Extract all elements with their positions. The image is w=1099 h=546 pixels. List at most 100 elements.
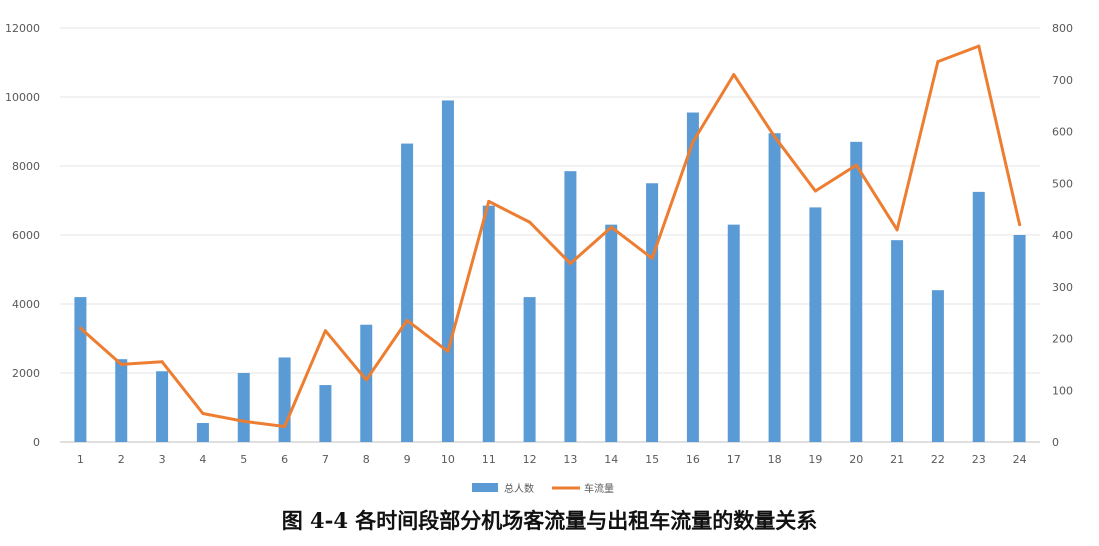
line-point — [323, 329, 327, 333]
y-right-tick-label: 300 — [1052, 281, 1073, 294]
x-tick-label: 22 — [931, 453, 945, 466]
bar — [401, 143, 414, 442]
bar — [727, 224, 740, 442]
x-tick-label: 20 — [849, 453, 863, 466]
line-point — [609, 225, 613, 229]
line-point — [1018, 223, 1022, 227]
y-right-tick-label: 700 — [1052, 74, 1073, 87]
y-left-tick-label: 6000 — [12, 229, 40, 242]
bar — [646, 183, 659, 442]
x-tick-label: 7 — [322, 453, 329, 466]
x-tick-label: 18 — [768, 453, 782, 466]
bar — [564, 171, 577, 443]
bar — [115, 359, 128, 442]
x-tick-label: 6 — [281, 453, 288, 466]
legend-label-bar: 总人数 — [504, 482, 534, 495]
y-right-tick-label: 500 — [1052, 177, 1073, 190]
line-point — [242, 419, 246, 423]
bar — [686, 112, 699, 443]
line-point — [446, 349, 450, 353]
bar — [237, 373, 250, 442]
x-tick-label: 21 — [890, 453, 904, 466]
bar — [809, 207, 822, 442]
y-right-tick-label: 600 — [1052, 126, 1073, 139]
x-tick-label: 15 — [645, 453, 659, 466]
line-point — [895, 228, 899, 232]
chart-svg: 0 2000 4000 6000 8000 10000 12000 0 100 200 300 400… — [5, 22, 1073, 495]
y-left-tick-label: 4000 — [12, 298, 40, 311]
bar — [891, 240, 904, 442]
line-point — [201, 412, 205, 416]
x-tick-label: 14 — [604, 453, 618, 466]
line-point — [364, 378, 368, 382]
bar — [319, 385, 332, 442]
line-point — [650, 256, 654, 260]
line-point — [568, 261, 572, 265]
x-tick-label: 9 — [404, 453, 411, 466]
bar — [523, 297, 536, 442]
gridlines — [60, 27, 1040, 443]
line-point — [773, 135, 777, 139]
y-right-tick-label: 100 — [1052, 384, 1073, 397]
x-tick-label: 11 — [482, 453, 496, 466]
bar-series — [74, 100, 1026, 443]
x-tick-label: 1 — [77, 453, 84, 466]
x-tick-label: 2 — [118, 453, 125, 466]
bar — [605, 224, 618, 442]
legend-label-line: 车流量 — [584, 482, 614, 495]
line-point — [528, 220, 532, 224]
line-point — [977, 44, 981, 48]
bar — [482, 205, 495, 442]
y-right-tick-label: 800 — [1052, 22, 1073, 35]
figure-caption: 图 4-4 各时间段部分机场客流量与出租车流量的数量关系 — [281, 508, 818, 533]
line-point — [691, 140, 695, 144]
x-tick-label: 4 — [199, 453, 206, 466]
bar — [278, 357, 291, 442]
y-right-tick-label: 400 — [1052, 229, 1073, 242]
bar — [931, 290, 944, 442]
y-left-tick-label: 12000 — [5, 22, 40, 35]
bar — [768, 133, 781, 442]
bar — [850, 141, 863, 442]
bar — [1013, 235, 1026, 442]
axes: 0 2000 4000 6000 8000 10000 12000 0 100 200 300 400… — [5, 22, 1073, 466]
x-tick-label: 12 — [523, 453, 537, 466]
x-tick-label: 5 — [240, 453, 247, 466]
x-tick-label: 10 — [441, 453, 455, 466]
x-tick-label: 19 — [808, 453, 822, 466]
y-right-tick-label: 200 — [1052, 333, 1073, 346]
line-series — [78, 44, 1022, 428]
legend-swatch-bar — [472, 483, 498, 492]
y-left-tick-label: 8000 — [12, 160, 40, 173]
line-point — [732, 73, 736, 77]
bar — [441, 100, 454, 442]
bar — [972, 191, 985, 442]
line-point — [283, 424, 287, 428]
y-left-tick-label: 2000 — [12, 367, 40, 380]
line-point — [487, 199, 491, 203]
x-tick-label: 24 — [1013, 453, 1027, 466]
bar — [360, 324, 373, 442]
line-point — [936, 60, 940, 64]
line-point — [813, 189, 817, 193]
y-right-tick-label: 0 — [1052, 436, 1059, 449]
x-tick-label: 8 — [363, 453, 370, 466]
line-point — [405, 318, 409, 322]
line-point — [160, 360, 164, 364]
x-tick-label: 16 — [686, 453, 700, 466]
x-tick-label: 17 — [727, 453, 741, 466]
x-tick-label: 23 — [972, 453, 986, 466]
legend: 总人数 车流量 — [472, 482, 614, 495]
line-point — [119, 362, 123, 366]
bar — [196, 423, 209, 442]
y-left-tick-label: 0 — [33, 436, 40, 449]
bar — [74, 297, 87, 442]
y-left-tick-label: 10000 — [5, 91, 40, 104]
x-tick-label: 13 — [563, 453, 577, 466]
line-point — [78, 326, 82, 330]
line-point — [854, 163, 858, 167]
line-path — [78, 44, 1022, 428]
bar — [156, 371, 169, 442]
x-tick-label: 3 — [159, 453, 166, 466]
